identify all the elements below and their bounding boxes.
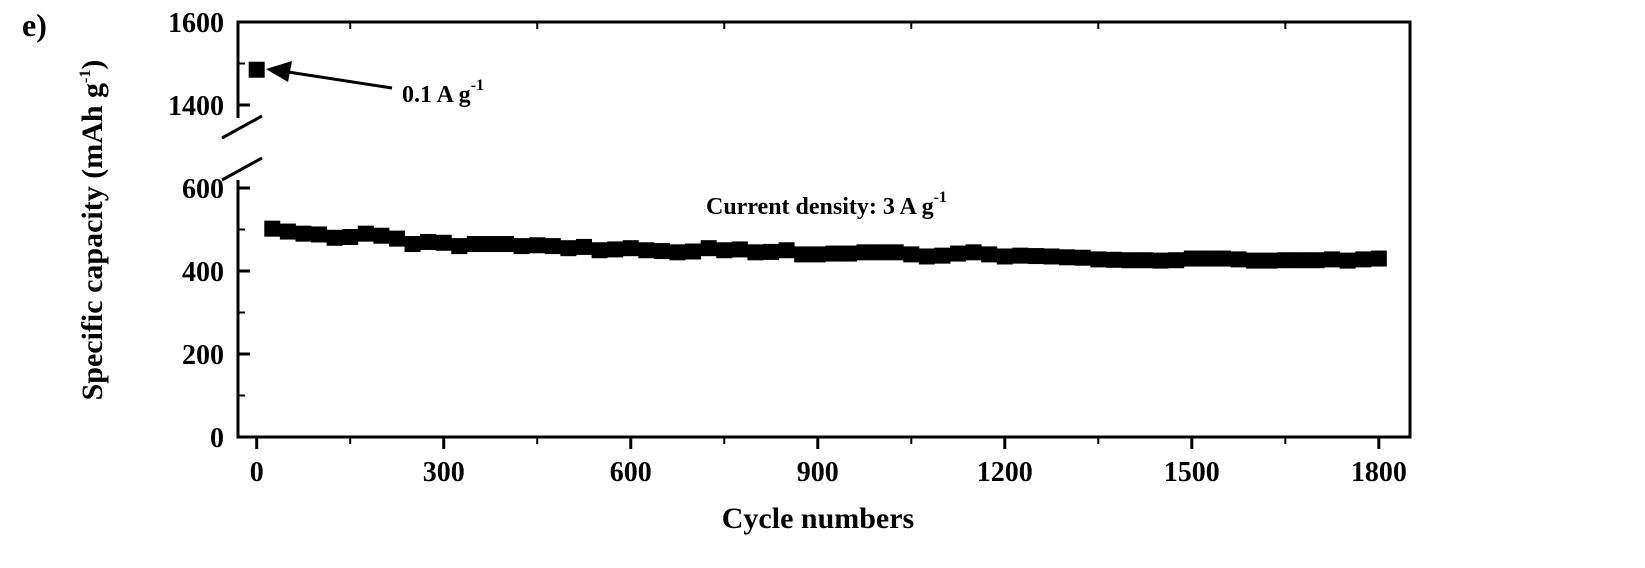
data-point — [326, 229, 343, 246]
data-point — [1012, 247, 1029, 264]
x-tick-label: 0 — [250, 457, 264, 488]
data-point — [1043, 248, 1060, 265]
annotation-arrow-shaft — [287, 70, 393, 90]
y-tick-label: 1400 — [168, 91, 224, 122]
data-point — [591, 242, 608, 259]
data-point — [700, 240, 717, 257]
x-axis-ticks: 0 300 600 900 1200 1500 1800 — [250, 22, 1407, 488]
data-point — [1168, 252, 1185, 269]
data-point — [575, 238, 592, 255]
x-axis-title: Cycle numbers — [722, 502, 914, 535]
y-tick-label: 400 — [182, 257, 224, 288]
data-point — [638, 242, 655, 259]
x-tick-label: 900 — [797, 457, 839, 488]
data-point — [420, 233, 437, 250]
data-point — [1090, 251, 1107, 268]
data-point — [279, 223, 296, 240]
data-point — [466, 236, 483, 253]
data-point — [1074, 249, 1091, 266]
data-point — [311, 226, 328, 243]
data-point — [1261, 252, 1278, 269]
y-tick-label: 1600 — [168, 8, 224, 39]
data-point — [731, 241, 748, 258]
data-point — [1137, 252, 1154, 269]
data-point — [1027, 248, 1044, 265]
data-point — [1105, 251, 1122, 268]
y-tick-label: 600 — [182, 174, 224, 205]
data-point — [1277, 252, 1294, 269]
data-point — [903, 246, 920, 263]
data-point — [716, 242, 733, 259]
x-tick-label: 300 — [423, 457, 465, 488]
annotation-arrowhead — [266, 61, 292, 82]
data-point — [1059, 249, 1076, 266]
data-point — [840, 245, 857, 262]
y-tick-label: 0 — [210, 423, 224, 454]
data-point — [451, 238, 468, 255]
data-point — [295, 225, 312, 242]
data-point — [685, 243, 702, 260]
data-point — [607, 241, 624, 258]
data-point — [981, 246, 998, 263]
data-point — [1214, 250, 1231, 267]
data-point — [435, 234, 452, 251]
data-point — [747, 244, 764, 261]
data-point — [498, 236, 515, 253]
y-axis-break — [221, 114, 263, 182]
data-point — [872, 244, 889, 261]
data-point — [669, 244, 686, 261]
data-point — [373, 227, 390, 244]
data-point — [560, 240, 577, 257]
data-point — [887, 244, 904, 261]
annotation-current-density: Current density: 3 A g-1 — [706, 189, 947, 220]
data-point — [388, 230, 405, 247]
data-point — [856, 244, 873, 261]
y-axis-title: Specific capacity (mAh g-1) — [76, 60, 109, 401]
data-point — [1292, 252, 1309, 269]
y-tick-label: 200 — [182, 340, 224, 371]
data-point — [1199, 250, 1216, 267]
data-point — [1339, 252, 1356, 269]
data-point — [653, 243, 670, 260]
data-point — [482, 236, 499, 253]
data-point — [809, 246, 826, 263]
data-point — [950, 245, 967, 262]
data-point — [996, 248, 1013, 265]
data-point — [1183, 250, 1200, 267]
data-point — [1308, 252, 1325, 269]
annotation-low-rate-text: 0.1 A g-1 — [402, 77, 484, 108]
data-point — [778, 242, 795, 259]
data-point — [794, 246, 811, 263]
data-point — [544, 238, 561, 255]
data-point — [342, 228, 359, 245]
data-point — [934, 247, 951, 264]
panel-label: e) — [22, 7, 47, 43]
data-point — [622, 240, 639, 257]
data-point — [1246, 252, 1263, 269]
data-point — [965, 244, 982, 261]
data-point — [1121, 252, 1138, 269]
y-axis-ticks: 0 200 400 600 1400 1600 — [168, 8, 250, 454]
data-point — [1230, 251, 1247, 268]
annotation-low-rate: 0.1 A g-1 — [266, 61, 484, 108]
data-point — [404, 236, 421, 253]
data-point — [248, 61, 265, 78]
data-point — [1324, 251, 1341, 268]
data-point — [763, 243, 780, 260]
x-tick-label: 1800 — [1351, 457, 1407, 488]
data-point — [918, 248, 935, 265]
data-point — [1370, 250, 1387, 267]
data-point — [264, 220, 281, 237]
data-markers — [248, 61, 1387, 269]
data-point — [825, 245, 842, 262]
data-point — [1355, 251, 1372, 268]
data-point — [529, 237, 546, 254]
data-point — [357, 225, 374, 242]
x-tick-label: 600 — [610, 457, 652, 488]
x-tick-label: 1500 — [1164, 457, 1220, 488]
data-point — [513, 238, 530, 255]
data-point — [1152, 252, 1169, 269]
x-tick-label: 1200 — [977, 457, 1033, 488]
